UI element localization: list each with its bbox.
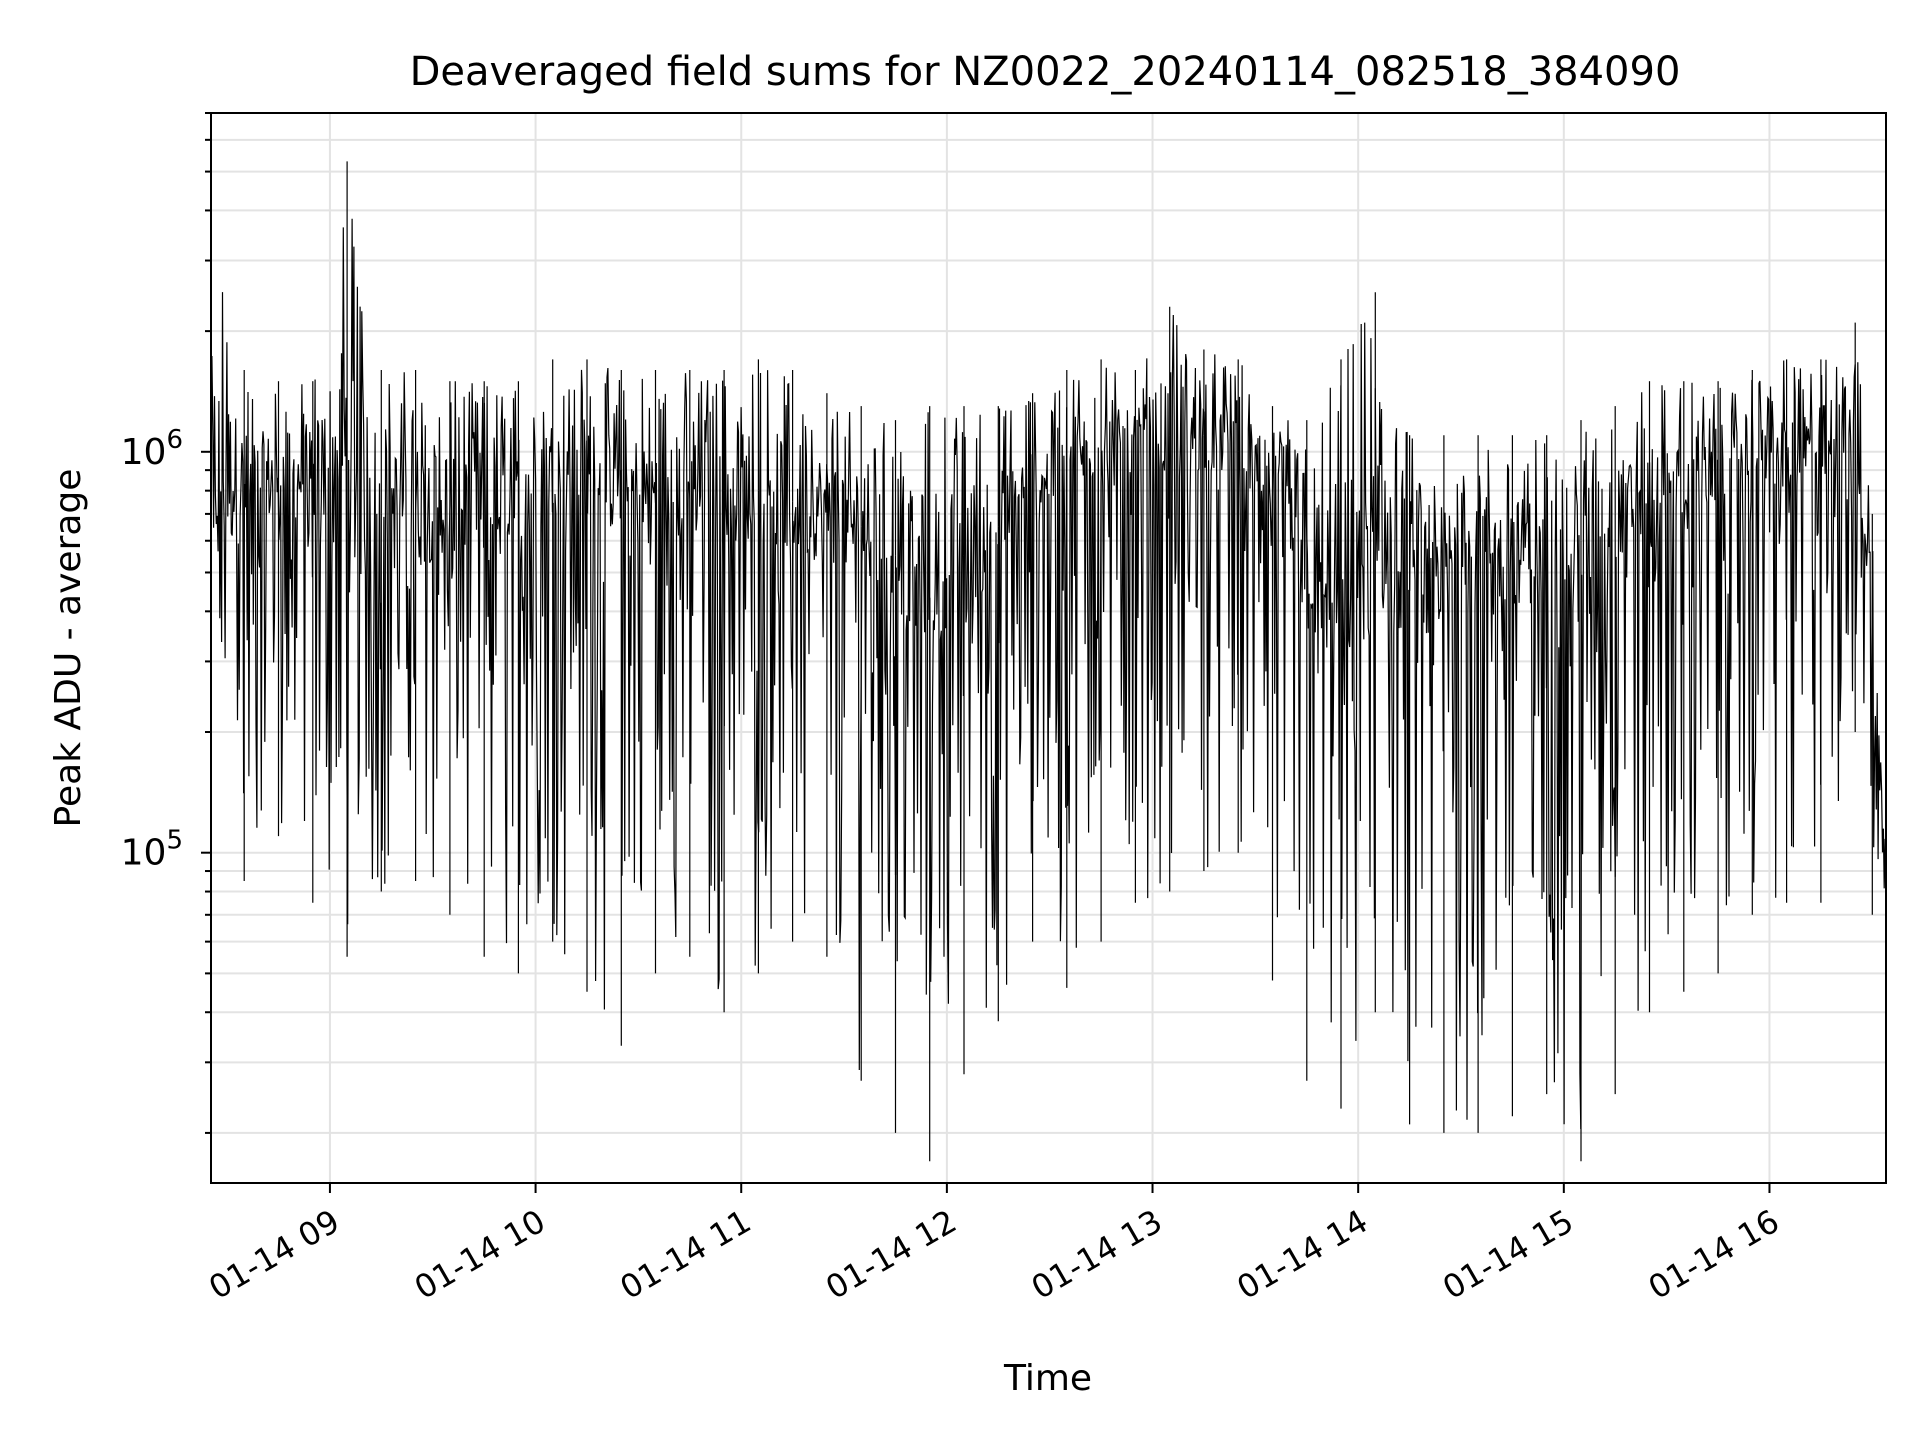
y-axis-label: Peak ADU - average <box>48 469 89 828</box>
x-axis-label: Time <box>1003 1358 1092 1399</box>
y-tick-label-base: 10 <box>121 833 167 874</box>
series-line <box>210 218 1887 1130</box>
y-tick-label-exponent: 6 <box>166 425 183 455</box>
y-tick-label-base: 10 <box>121 432 167 473</box>
chart-title: Deaveraged field sums for NZ0022_2024011… <box>410 49 1681 95</box>
y-tick-label: 106 <box>121 425 183 473</box>
y-tick-label-exponent: 5 <box>166 826 183 856</box>
y-tick-label: 105 <box>121 826 183 874</box>
plot-frame <box>210 112 1887 1184</box>
